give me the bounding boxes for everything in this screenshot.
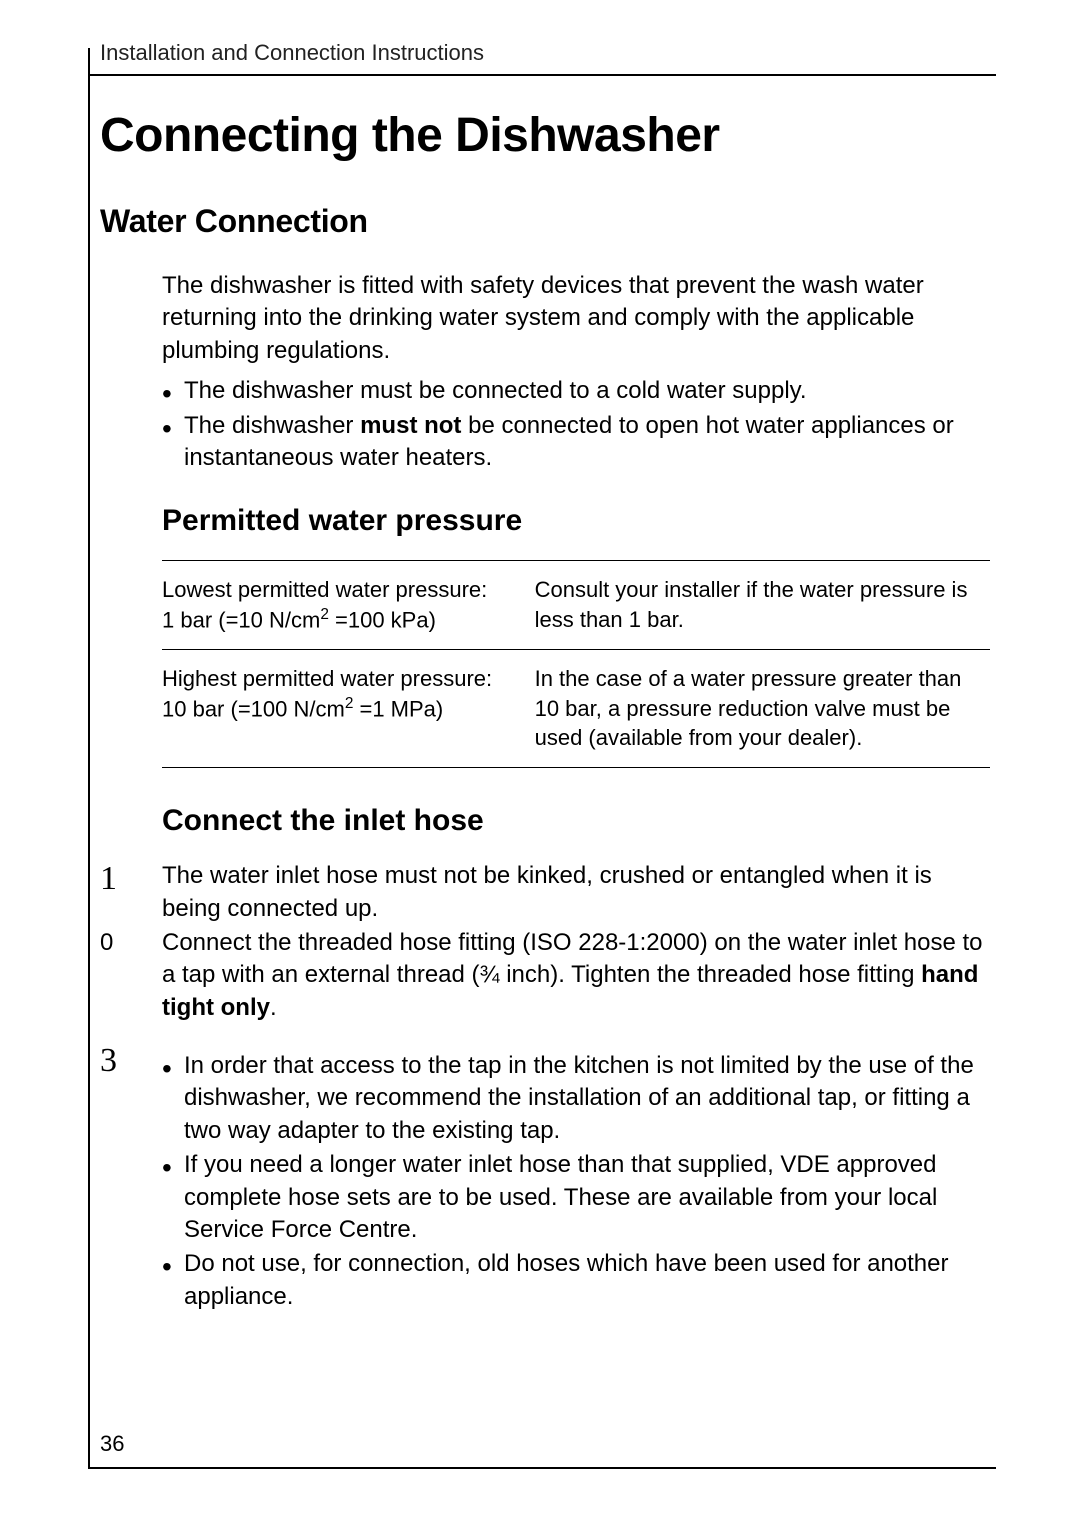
main-title: Connecting the Dishwasher [100, 108, 990, 163]
page-number: 36 [100, 1431, 124, 1457]
section-water-connection: Water Connection [100, 203, 990, 240]
subsection-inlet-hose: Connect the inlet hose [162, 804, 990, 838]
step-number-1: 1 [100, 860, 162, 925]
step-number-3: 3 [100, 1042, 162, 1315]
header-rule [88, 74, 996, 76]
bullet-item: Do not use, for connection, old hoses wh… [162, 1248, 990, 1313]
water-connection-bullets: The dishwasher must be connected to a co… [162, 375, 990, 474]
pressure-table: Lowest permitted water pressure: 1 bar (… [162, 560, 990, 768]
table-row: Lowest permitted water pressure: 1 bar (… [162, 561, 990, 650]
bullet-item: If you need a longer water inlet hose th… [162, 1149, 990, 1246]
table-row: Highest permitted water pressure: 10 bar… [162, 650, 990, 768]
subsection-pressure: Permitted water pressure [162, 504, 990, 538]
pressure-highest-label: Highest permitted water pressure: 10 bar… [162, 650, 535, 768]
bullet-item: In order that access to the tap in the k… [162, 1050, 990, 1147]
intro-paragraph: The dishwasher is fitted with safety dev… [162, 270, 990, 367]
bullet-item: The dishwasher must not be connected to … [162, 410, 990, 475]
step-3-bullets: In order that access to the tap in the k… [162, 1050, 990, 1313]
step-1-text: The water inlet hose must not be kinked,… [162, 860, 990, 925]
pressure-lowest-label: Lowest permitted water pressure: 1 bar (… [162, 561, 535, 650]
page-content: Connecting the Dishwasher Water Connecti… [100, 90, 990, 1317]
bullet-item: The dishwasher must be connected to a co… [162, 375, 990, 407]
running-header: Installation and Connection Instructions [100, 40, 484, 66]
pressure-highest-note: In the case of a water pressure greater … [535, 650, 990, 768]
step-1: 1 The water inlet hose must not be kinke… [100, 860, 990, 925]
step-0: 0 Connect the threaded hose fitting (ISO… [100, 927, 990, 1024]
step-3-body: In order that access to the tap in the k… [162, 1042, 990, 1315]
pressure-lowest-note: Consult your installer if the water pres… [535, 561, 990, 650]
pressure-table-wrap: Lowest permitted water pressure: 1 bar (… [162, 560, 990, 768]
step-number-0: 0 [100, 927, 162, 1024]
water-connection-body: The dishwasher is fitted with safety dev… [162, 270, 990, 474]
step-0-text: Connect the threaded hose fitting (ISO 2… [162, 927, 990, 1024]
step-3: 3 In order that access to the tap in the… [100, 1042, 990, 1315]
